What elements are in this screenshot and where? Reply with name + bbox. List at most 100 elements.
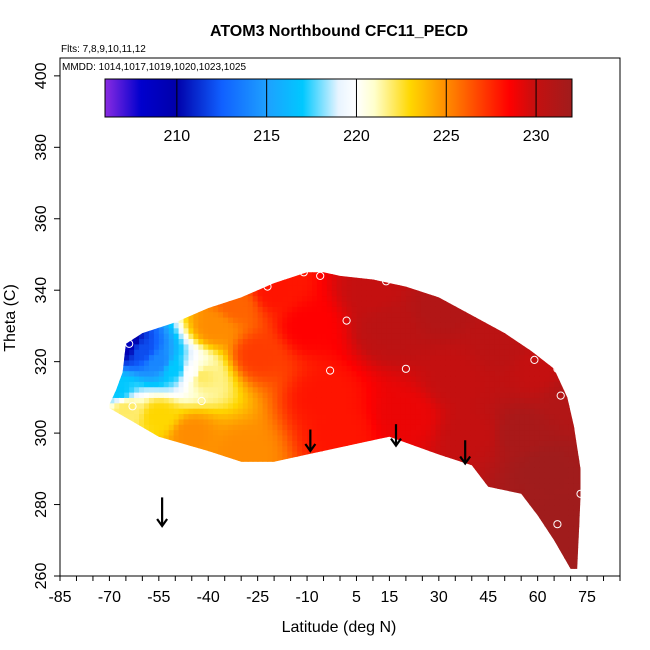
- field-cell: [494, 429, 501, 436]
- field-cell: [489, 429, 496, 436]
- field-cell: [484, 450, 491, 457]
- field-cell: [484, 445, 491, 452]
- field-cell: [257, 349, 264, 356]
- field-cell: [193, 413, 199, 420]
- field-cell: [316, 284, 323, 291]
- field-cell: [410, 354, 417, 361]
- field-cell: [396, 284, 402, 291]
- field-cell: [460, 375, 466, 382]
- field-cell: [247, 386, 254, 393]
- field-cell: [262, 370, 269, 377]
- field-cell: [331, 349, 338, 356]
- field-cell: [163, 434, 170, 441]
- field-cell: [396, 434, 402, 441]
- field-cell: [386, 381, 392, 388]
- field-cell: [420, 311, 427, 318]
- field-cell: [316, 386, 323, 393]
- field-cell: [346, 434, 353, 441]
- field-cell: [351, 311, 358, 318]
- field-cell: [430, 338, 437, 345]
- field-cell: [430, 445, 437, 452]
- field-cell: [460, 365, 466, 372]
- field-cell: [480, 333, 486, 340]
- field-cell: [242, 349, 249, 356]
- field-cell: [262, 386, 269, 393]
- field-cell: [376, 306, 382, 313]
- field-cell: [193, 434, 199, 441]
- field-cell: [366, 354, 372, 361]
- field-cell: [356, 434, 363, 441]
- field-cell: [129, 386, 135, 393]
- field-cell: [425, 322, 432, 329]
- field-cell: [277, 445, 283, 452]
- field-cell: [326, 413, 333, 420]
- field-cell: [228, 327, 234, 334]
- field-cell: [223, 311, 229, 318]
- field-cell: [208, 424, 214, 431]
- field-cell: [425, 408, 432, 415]
- field-cell: [465, 386, 471, 393]
- field-cell: [381, 284, 387, 291]
- field-cell: [480, 349, 486, 356]
- field-cell: [445, 402, 451, 409]
- field-cell: [321, 370, 328, 377]
- field-cell: [163, 349, 170, 356]
- field-cell: [292, 322, 298, 329]
- field-cell: [494, 413, 501, 420]
- field-cell: [514, 392, 521, 398]
- field-cell: [366, 365, 372, 372]
- field-cell: [247, 408, 254, 415]
- field-cell: [376, 386, 382, 393]
- field-cell: [519, 467, 526, 473]
- field-cell: [361, 429, 367, 436]
- field-cell: [484, 365, 491, 372]
- field-cell: [346, 359, 353, 366]
- field-cell: [524, 354, 531, 361]
- field-cell: [430, 392, 437, 398]
- field-cell: [504, 381, 511, 388]
- field-cell: [405, 375, 412, 382]
- field-cell: [321, 381, 328, 388]
- field-cell: [445, 300, 451, 307]
- field-cell: [351, 386, 358, 393]
- field-cell: [519, 343, 526, 350]
- field-cell: [504, 359, 511, 366]
- field-cell: [134, 375, 140, 382]
- field-cell: [316, 272, 323, 275]
- field-cell: [302, 434, 308, 441]
- field-cell: [257, 370, 264, 377]
- field-cell: [376, 381, 382, 388]
- field-cell: [489, 354, 496, 361]
- field-cell: [326, 333, 333, 340]
- field-cell: [425, 359, 432, 366]
- field-cell: [232, 370, 239, 377]
- field-cell: [475, 429, 481, 436]
- field-cell: [470, 343, 476, 350]
- field-cell: [168, 418, 175, 425]
- field-cell: [297, 397, 303, 404]
- field-cell: [242, 386, 249, 393]
- field-cell: [524, 445, 531, 452]
- field-cell: [440, 413, 447, 420]
- field-cell: [242, 359, 249, 366]
- field-cell: [208, 392, 214, 398]
- field-cell: [312, 375, 318, 382]
- field-cell: [292, 311, 298, 318]
- field-cell: [292, 370, 298, 377]
- field-cell: [396, 322, 402, 329]
- field-cell: [455, 402, 461, 409]
- field-cell: [272, 456, 279, 463]
- field-cell: [341, 429, 348, 436]
- field-cell: [218, 322, 224, 329]
- field-cell: [400, 424, 407, 431]
- field-cell: [484, 392, 491, 398]
- field-cell: [405, 327, 412, 334]
- field-cell: [499, 429, 506, 436]
- field-cell: [376, 424, 382, 431]
- field-cell: [415, 440, 422, 447]
- field-cell: [420, 392, 427, 398]
- field-cell: [272, 311, 279, 318]
- field-cell: [203, 424, 209, 431]
- field-cell: [153, 429, 160, 436]
- field-cell: [267, 317, 274, 323]
